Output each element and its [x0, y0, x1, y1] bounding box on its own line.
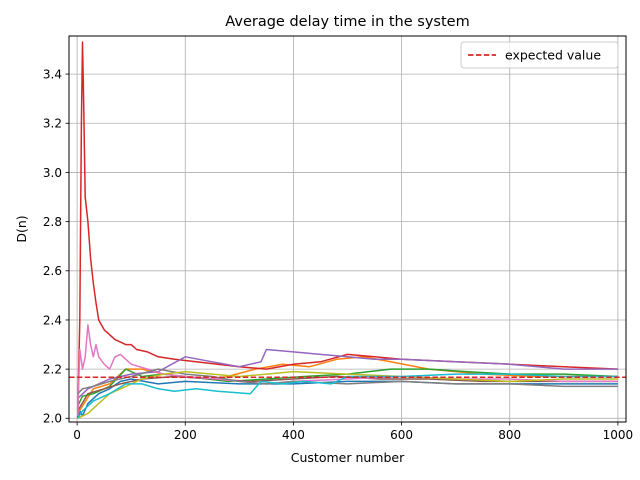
series-line-10: [77, 373, 618, 419]
y-tick-label: 2.6: [43, 264, 62, 278]
series-line-8: [77, 368, 618, 395]
y-tick-label: 3.4: [43, 67, 62, 81]
grid: [69, 36, 626, 422]
legend-label-expected-value: expected value: [505, 48, 601, 63]
y-tick-label: 3.0: [43, 166, 62, 180]
y-tick-label: 2.2: [43, 362, 62, 376]
y-tick-label: 2.8: [43, 215, 62, 229]
x-tick-label: 600: [390, 428, 413, 442]
series-lines: [76, 41, 618, 419]
y-axis-label: D(n): [14, 215, 29, 242]
series-line-9: [77, 370, 618, 419]
series-line-6: [77, 375, 618, 412]
legend: expected value: [460, 41, 619, 69]
plot-frame: [68, 35, 627, 423]
x-tick-label: 0: [73, 428, 81, 442]
series-line-5: [77, 348, 618, 400]
x-tick-label: 1000: [603, 428, 634, 442]
x-axis-label: Customer number: [291, 450, 405, 465]
y-tick-label: 3.2: [43, 117, 62, 131]
ticks: 0 200 400 600 800 1000 2.0 2.2 2.4 2.6 2.8 3.0 3.2 3.…: [43, 67, 633, 442]
series-line-7: [76, 324, 618, 416]
chart-title: Average delay time in the system: [225, 14, 469, 30]
y-tick-label: 2.4: [43, 313, 62, 327]
y-tick-label: 2.0: [43, 412, 62, 426]
x-tick-label: 800: [498, 428, 521, 442]
x-tick-label: 400: [282, 428, 305, 442]
legend-box: [460, 41, 619, 69]
series-line-4: [76, 41, 618, 419]
x-tick-label: 200: [174, 428, 197, 442]
